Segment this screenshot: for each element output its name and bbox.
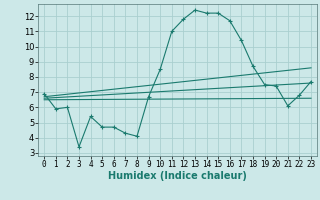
- X-axis label: Humidex (Indice chaleur): Humidex (Indice chaleur): [108, 171, 247, 181]
